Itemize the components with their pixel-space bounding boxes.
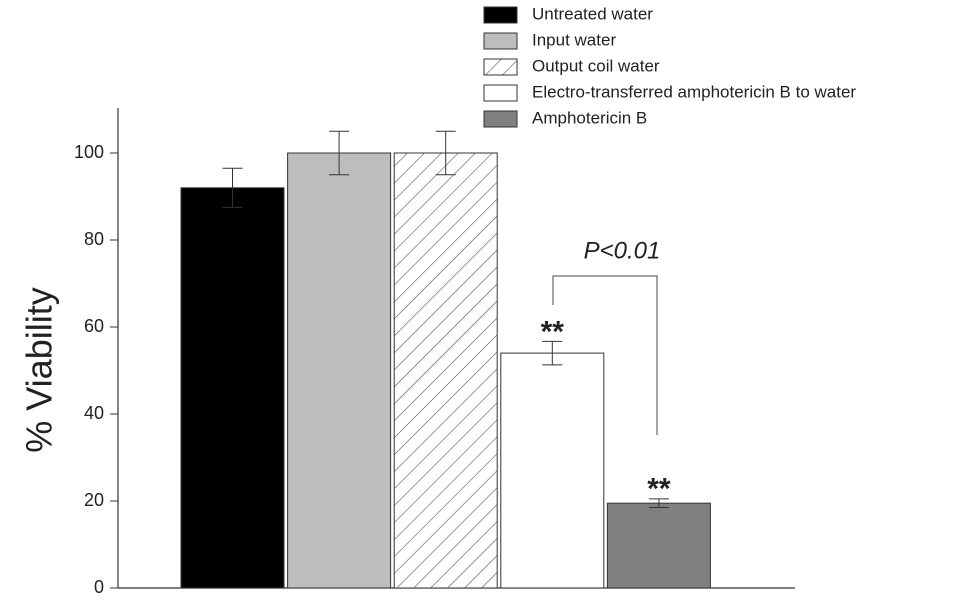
- y-axis-label: % Viability: [19, 287, 60, 452]
- p-value: P<0.01: [584, 237, 661, 264]
- error-bar: [222, 167, 243, 208]
- bar: [180, 187, 285, 589]
- y-tick-label: 60: [84, 316, 104, 336]
- legend-swatch: [483, 6, 518, 24]
- significance-mark: **: [541, 315, 565, 348]
- y-tick-label: 80: [84, 229, 104, 249]
- legend-label: Untreated water: [532, 4, 653, 23]
- error-bar: [542, 340, 563, 366]
- bar: [287, 152, 392, 589]
- legend-label: Amphotericin B: [532, 108, 647, 127]
- legend-swatch: [483, 84, 518, 102]
- bar: [500, 352, 605, 589]
- y-tick-label: 0: [94, 577, 104, 597]
- legend-label: Input water: [532, 30, 616, 49]
- legend-swatch: [483, 110, 518, 128]
- error-bar: [329, 130, 350, 176]
- y-tick-label: 40: [84, 403, 104, 423]
- significance-mark: **: [647, 473, 671, 506]
- y-tick-label: 20: [84, 490, 104, 510]
- y-tick-label: 100: [74, 142, 104, 162]
- bar: [393, 152, 498, 589]
- legend-label: Electro-transferred amphotericin B to wa…: [532, 82, 856, 101]
- legend-swatch: [483, 32, 518, 50]
- error-bar: [648, 498, 669, 509]
- legend-label: Output coil water: [532, 56, 660, 75]
- error-bar: [435, 130, 456, 176]
- legend-swatch: [483, 58, 518, 76]
- bar: [606, 502, 711, 589]
- significance-bracket: [552, 275, 658, 435]
